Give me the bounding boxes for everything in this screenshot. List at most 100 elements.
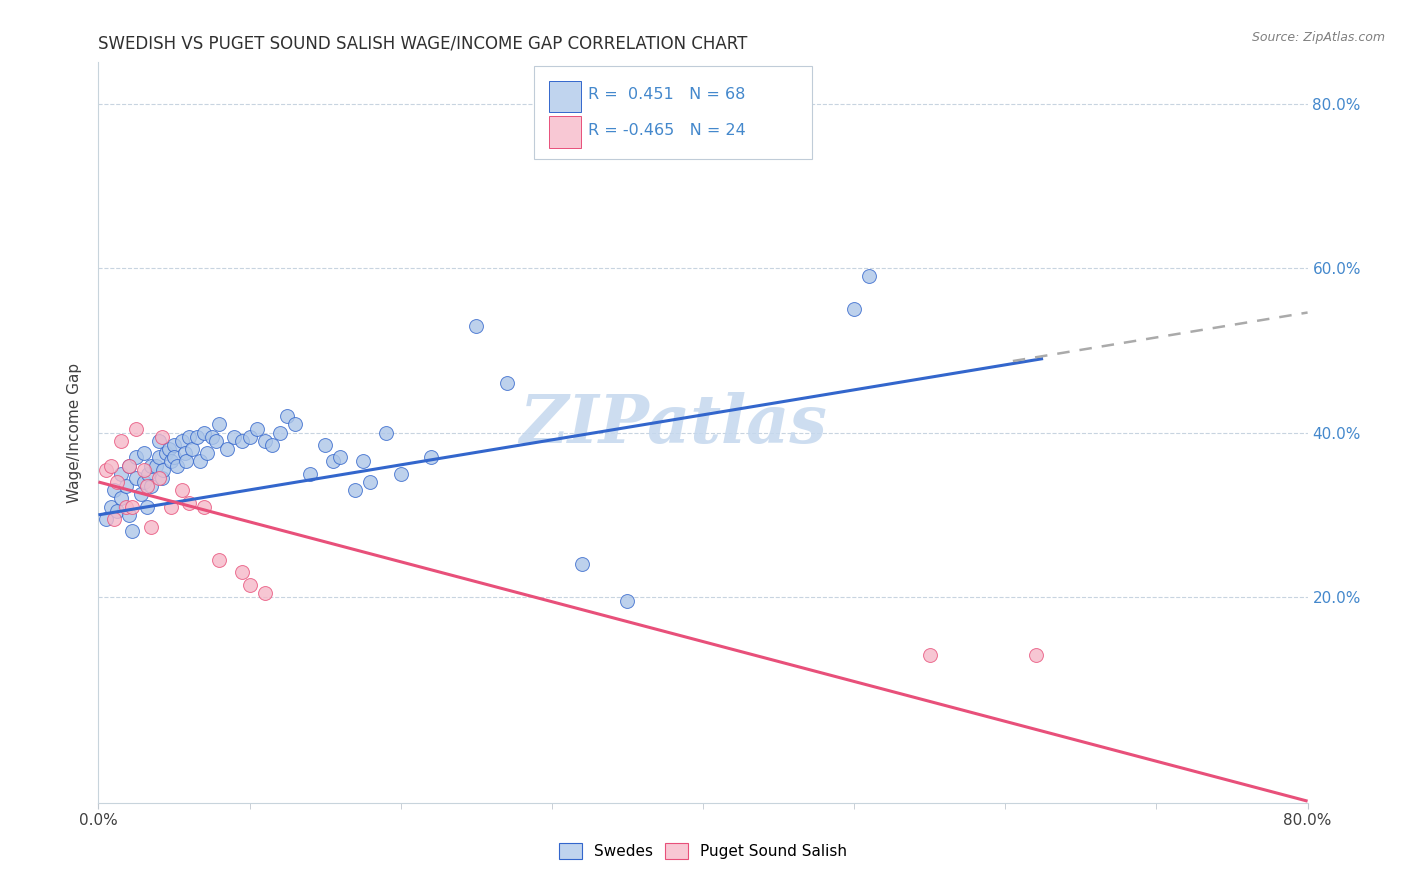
Point bbox=[179, 430, 201, 444]
Text: Source: ZipAtlas.com: Source: ZipAtlas.com bbox=[1251, 31, 1385, 45]
Point bbox=[231, 434, 253, 448]
Point bbox=[276, 409, 298, 424]
Point bbox=[179, 495, 201, 509]
Point bbox=[389, 467, 412, 481]
Point bbox=[125, 471, 148, 485]
Point bbox=[201, 430, 224, 444]
Point bbox=[148, 450, 170, 465]
Point bbox=[166, 458, 188, 473]
Point bbox=[262, 438, 284, 452]
Point bbox=[374, 425, 396, 440]
Point bbox=[616, 594, 638, 608]
Point bbox=[136, 467, 159, 481]
Point bbox=[284, 417, 307, 432]
Point bbox=[858, 269, 880, 284]
Text: ZIPatlas: ZIPatlas bbox=[519, 392, 827, 457]
Point bbox=[141, 479, 163, 493]
Point bbox=[114, 500, 136, 514]
Point bbox=[181, 442, 204, 456]
Point bbox=[100, 500, 122, 514]
Point bbox=[118, 458, 141, 473]
Point bbox=[159, 442, 181, 456]
Point bbox=[135, 500, 157, 514]
Point bbox=[118, 458, 141, 473]
Point bbox=[118, 508, 141, 522]
Point bbox=[174, 454, 197, 468]
Point bbox=[314, 438, 336, 452]
Point bbox=[103, 483, 125, 498]
Point bbox=[145, 458, 167, 473]
Text: R = -0.465   N = 24: R = -0.465 N = 24 bbox=[588, 123, 745, 138]
Point bbox=[135, 479, 157, 493]
Point bbox=[195, 446, 218, 460]
Point bbox=[205, 434, 228, 448]
Point bbox=[239, 430, 262, 444]
Point bbox=[100, 458, 122, 473]
Point bbox=[246, 421, 269, 435]
Point bbox=[173, 446, 195, 460]
Point bbox=[224, 430, 246, 444]
Point bbox=[231, 566, 253, 580]
Text: R =  0.451   N = 68: R = 0.451 N = 68 bbox=[588, 87, 745, 102]
Point bbox=[918, 648, 941, 662]
FancyBboxPatch shape bbox=[550, 81, 581, 112]
Point bbox=[150, 471, 173, 485]
Point bbox=[114, 479, 136, 493]
Point bbox=[253, 586, 276, 600]
Point bbox=[352, 454, 374, 468]
Point bbox=[121, 500, 143, 514]
Text: SWEDISH VS PUGET SOUND SALISH WAGE/INCOME GAP CORRELATION CHART: SWEDISH VS PUGET SOUND SALISH WAGE/INCOM… bbox=[98, 35, 748, 53]
Point bbox=[105, 504, 128, 518]
Point bbox=[465, 318, 488, 333]
Point bbox=[160, 500, 183, 514]
Point bbox=[105, 475, 128, 489]
Point bbox=[132, 462, 155, 476]
Point bbox=[186, 430, 208, 444]
Point bbox=[148, 471, 170, 485]
FancyBboxPatch shape bbox=[534, 66, 811, 159]
Point bbox=[253, 434, 276, 448]
Point bbox=[110, 434, 132, 448]
Point bbox=[94, 462, 117, 476]
Point bbox=[152, 462, 174, 476]
Point bbox=[495, 376, 517, 391]
Point bbox=[132, 446, 155, 460]
Point bbox=[420, 450, 443, 465]
Point bbox=[322, 454, 344, 468]
Point bbox=[170, 483, 193, 498]
Point bbox=[188, 454, 211, 468]
Point bbox=[299, 467, 322, 481]
Point bbox=[329, 450, 352, 465]
Point bbox=[208, 553, 231, 567]
Point bbox=[1024, 648, 1046, 662]
Point bbox=[125, 450, 148, 465]
Point bbox=[193, 500, 215, 514]
Point bbox=[239, 578, 262, 592]
Point bbox=[125, 421, 148, 435]
Point bbox=[121, 524, 143, 539]
Point bbox=[129, 487, 152, 501]
FancyBboxPatch shape bbox=[550, 117, 581, 147]
Point bbox=[155, 446, 177, 460]
Legend: Swedes, Puget Sound Salish: Swedes, Puget Sound Salish bbox=[553, 838, 853, 865]
Point bbox=[215, 442, 238, 456]
Point bbox=[150, 430, 173, 444]
Point bbox=[163, 450, 186, 465]
Point bbox=[103, 512, 125, 526]
Point bbox=[163, 438, 186, 452]
Point bbox=[148, 434, 170, 448]
Point bbox=[269, 425, 291, 440]
Point bbox=[208, 417, 231, 432]
Point bbox=[193, 425, 215, 440]
Point bbox=[170, 434, 193, 448]
Point bbox=[94, 512, 117, 526]
Point bbox=[141, 520, 163, 534]
Point bbox=[344, 483, 367, 498]
Point bbox=[141, 458, 163, 473]
Y-axis label: Wage/Income Gap: Wage/Income Gap bbox=[67, 362, 83, 503]
Point bbox=[110, 467, 132, 481]
Point bbox=[844, 302, 866, 317]
Point bbox=[110, 491, 132, 506]
Point bbox=[132, 475, 155, 489]
Point bbox=[571, 558, 593, 572]
